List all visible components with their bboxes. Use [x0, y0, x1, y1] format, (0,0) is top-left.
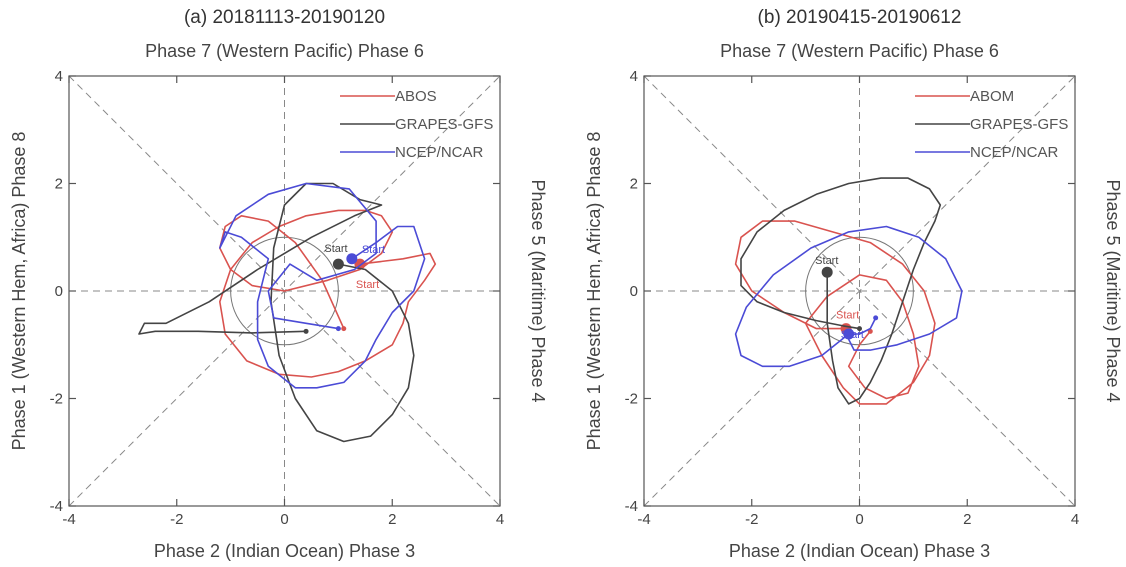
- series-line-abom: [734, 220, 936, 405]
- series-start-point: [843, 328, 855, 340]
- series-end-point: [303, 328, 309, 334]
- x-tick-label: -2: [745, 511, 758, 528]
- bottom-axis-label: Phase 2 (Indian Ocean) Phase 3: [154, 541, 415, 561]
- y-tick-label: 4: [630, 68, 638, 85]
- series-line-grapes-gfs: [740, 177, 942, 405]
- legend-label: ABOS: [395, 88, 437, 105]
- x-tick-label: 0: [280, 511, 288, 528]
- unit-circle: [230, 236, 339, 346]
- series-end-point: [873, 315, 879, 321]
- y-tick-label: -2: [50, 391, 63, 408]
- series-line-abos: [219, 209, 437, 378]
- x-tick-label: 4: [496, 511, 504, 528]
- bottom-axis-label: Phase 2 (Indian Ocean) Phase 3: [729, 541, 990, 561]
- start-label: Start: [324, 243, 347, 255]
- x-tick-label: -4: [62, 511, 75, 528]
- y-tick-label: 0: [55, 283, 63, 300]
- series-line-ncep-ncar: [734, 225, 963, 368]
- x-tick-label: 0: [855, 511, 863, 528]
- series-start-point: [332, 258, 344, 270]
- series-line-grapes-gfs: [138, 182, 415, 443]
- legend-label: GRAPES-GFS: [970, 116, 1068, 133]
- left-axis-label: Phase 1 (Western Hem, Africa) Phase 8: [584, 132, 604, 451]
- y-tick-label: 0: [630, 283, 638, 300]
- y-tick-label: 2: [55, 176, 63, 193]
- y-tick-label: -4: [50, 498, 63, 515]
- right-axis-label: Phase 5 (Maritime) Phase 4: [528, 179, 548, 402]
- y-tick-label: -2: [625, 391, 638, 408]
- y-tick-label: 2: [630, 176, 638, 193]
- start-label: Start: [815, 255, 838, 267]
- legend-label: GRAPES-GFS: [395, 116, 493, 133]
- panel-title: (b) 20190415-20190612: [758, 7, 962, 28]
- panel-title: (a) 20181113-20190120: [184, 7, 385, 28]
- y-tick-label: 4: [55, 68, 63, 85]
- top-axis-label: Phase 7 (Western Pacific) Phase 6: [720, 41, 999, 61]
- panel-b: (b) 20190415-20190612 Phase 7 (Western Pa…: [584, 7, 1123, 561]
- series-start-point: [821, 266, 833, 278]
- x-tick-label: 2: [963, 511, 971, 528]
- x-tick-label: -2: [170, 511, 183, 528]
- start-label: Start: [356, 279, 379, 291]
- diagonal-line: [643, 75, 1076, 507]
- top-axis-label: Phase 7 (Western Pacific) Phase 6: [145, 41, 424, 61]
- start-label: Start: [836, 310, 859, 322]
- start-label: Start: [841, 329, 864, 341]
- series-end-point: [335, 326, 341, 332]
- x-tick-label: 4: [1071, 511, 1079, 528]
- series-line-ncep-ncar: [219, 182, 426, 389]
- legend-label: NCEP/NCAR: [395, 144, 484, 161]
- series-start-point: [346, 253, 358, 265]
- panel-a: (a) 20181113-20190120 Phase 7 (Western Pa…: [9, 7, 548, 561]
- series-end-point: [857, 326, 862, 332]
- y-tick-label: -4: [625, 498, 638, 515]
- x-tick-label: 2: [388, 511, 396, 528]
- legend-label: NCEP/NCAR: [970, 144, 1059, 161]
- start-label: Start: [362, 244, 385, 256]
- legend-label: ABOM: [970, 88, 1014, 105]
- series-end-point: [341, 326, 347, 332]
- left-axis-label: Phase 1 (Western Hem, Africa) Phase 8: [9, 132, 29, 451]
- right-axis-label: Phase 5 (Maritime) Phase 4: [1103, 179, 1123, 402]
- x-tick-label: -4: [637, 511, 650, 528]
